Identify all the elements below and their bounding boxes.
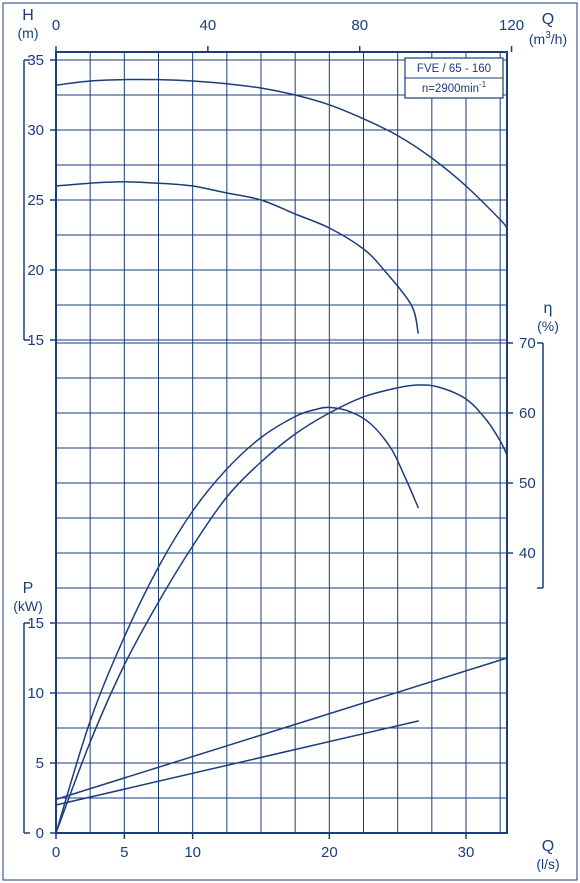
svg-text:30: 30	[458, 844, 475, 861]
svg-text:(m3/h): (m3/h)	[529, 30, 567, 47]
svg-text:FVE / 65 - 160: FVE / 65 - 160	[417, 63, 491, 75]
svg-text:20: 20	[321, 844, 338, 861]
svg-text:30: 30	[27, 122, 44, 139]
svg-text:Q: Q	[542, 838, 554, 855]
svg-text:50: 50	[519, 475, 536, 492]
svg-text:(%): (%)	[537, 318, 559, 334]
svg-text:10: 10	[184, 844, 201, 861]
svg-text:120: 120	[499, 17, 524, 34]
svg-text:(kW): (kW)	[13, 598, 43, 614]
svg-text:H: H	[22, 7, 34, 24]
svg-text:0: 0	[52, 844, 60, 861]
svg-text:20: 20	[27, 262, 44, 279]
pump-curve-chart: 04080120Q(m3/h)05102030Q(l/s)H(m)1520253…	[0, 0, 580, 883]
svg-text:5: 5	[36, 755, 44, 772]
svg-text:0: 0	[36, 825, 44, 842]
svg-text:40: 40	[200, 17, 217, 34]
svg-text:5: 5	[120, 844, 128, 861]
svg-text:60: 60	[519, 405, 536, 422]
svg-text:(m): (m)	[18, 25, 39, 41]
svg-text:η: η	[544, 300, 553, 317]
svg-text:70: 70	[519, 335, 536, 352]
svg-text:P: P	[23, 580, 34, 597]
svg-text:80: 80	[351, 17, 368, 34]
svg-text:10: 10	[27, 685, 44, 702]
svg-text:n=2900min-1: n=2900min-1	[422, 80, 487, 95]
svg-text:25: 25	[27, 192, 44, 209]
svg-text:40: 40	[519, 545, 536, 562]
svg-text:0: 0	[52, 17, 60, 34]
svg-text:(l/s): (l/s)	[536, 856, 559, 872]
svg-text:Q: Q	[542, 11, 554, 28]
